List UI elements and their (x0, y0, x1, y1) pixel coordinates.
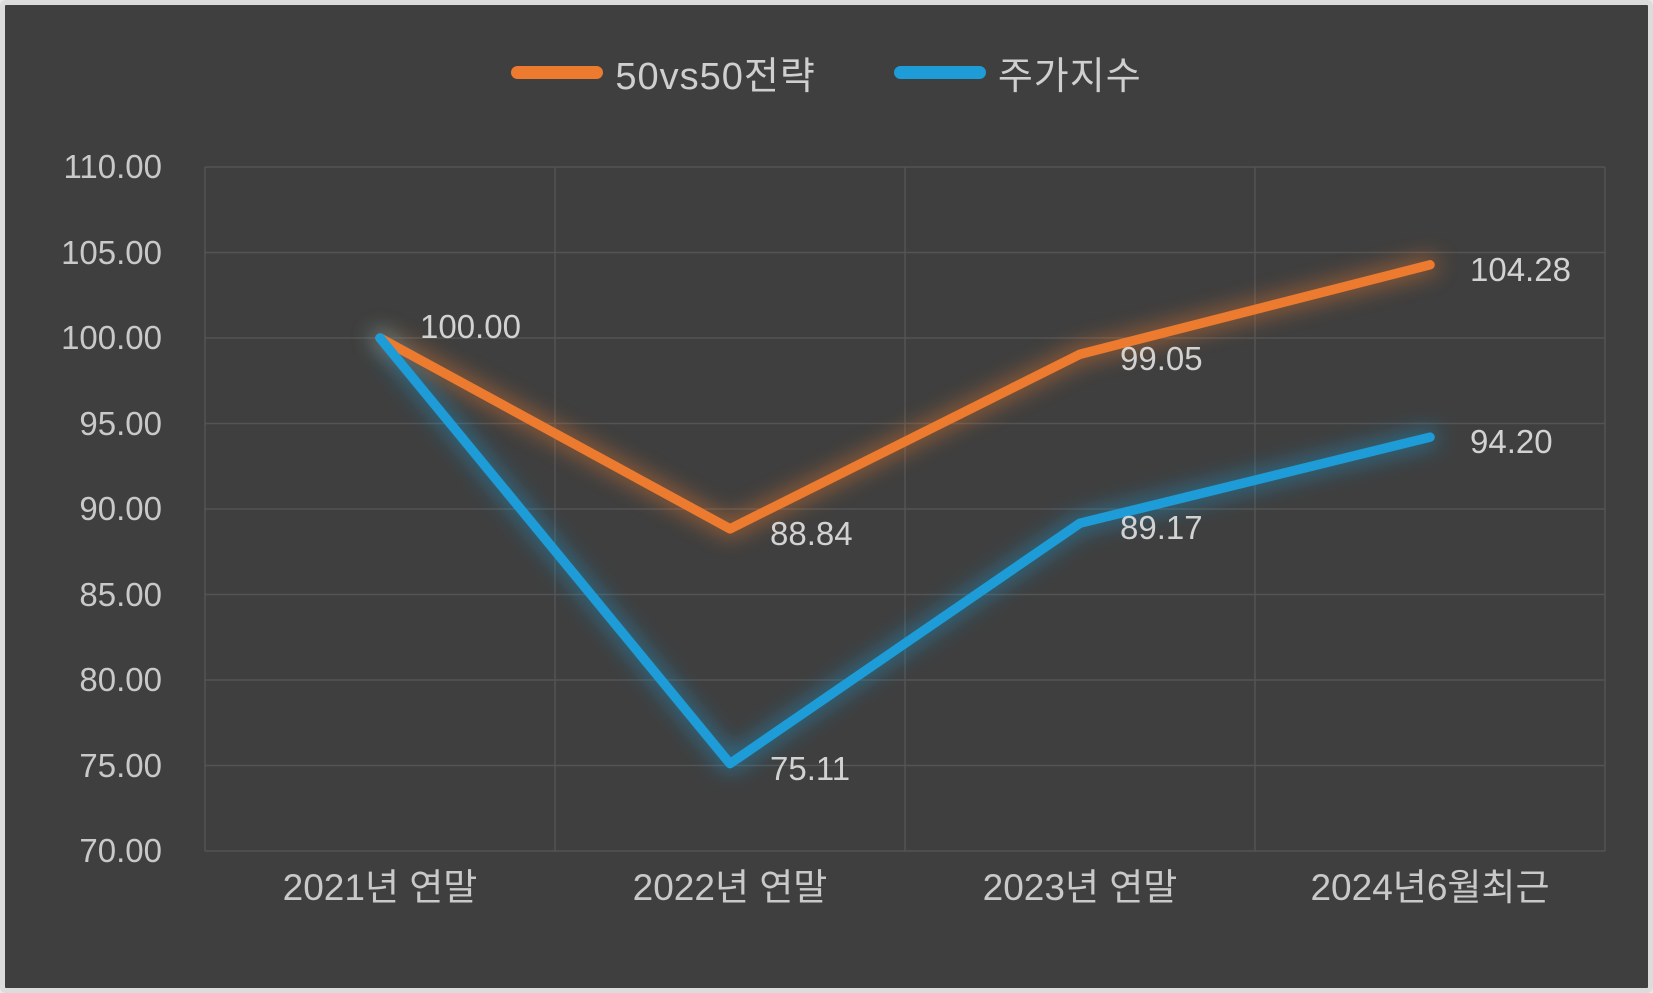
series-line-1 (375, 333, 1435, 769)
chart-canvas (204, 166, 1606, 852)
data-label: 100.00 (420, 308, 521, 345)
y-tick: 80.00 (79, 661, 162, 698)
legend-line-icon (893, 66, 986, 79)
data-label: 99.05 (1120, 340, 1203, 378)
y-tick: 100.00 (61, 319, 162, 356)
data-label: 104.28 (1470, 250, 1571, 288)
legend-item-strategy: 50vs50전략 (511, 45, 815, 100)
chart-legend: 50vs50전략 주가지수 (5, 45, 1648, 100)
legend-item-index: 주가지수 (893, 45, 1142, 100)
y-tick: 110.00 (63, 148, 162, 185)
legend-line-icon (511, 66, 604, 79)
y-tick: 85.00 (79, 575, 162, 613)
data-label: 75.11 (770, 749, 851, 787)
x-category-label: 2022년 연말 (632, 867, 828, 908)
gridlines (204, 166, 1606, 852)
y-tick: 70.00 (79, 832, 162, 869)
x-category-label: 2024년6월최근 (1310, 867, 1550, 908)
series-line-0 (375, 260, 1435, 534)
y-tick: 90.00 (79, 490, 162, 527)
y-tick: 105.00 (61, 233, 162, 271)
data-label: 88.84 (770, 514, 853, 552)
legend-label: 50vs50전략 (615, 56, 816, 98)
data-label: 89.17 (1120, 509, 1203, 547)
data-label: 94.20 (1470, 423, 1553, 461)
series-lines (375, 260, 1435, 769)
legend-label: 주가지수 (997, 56, 1142, 98)
y-tick: 75.00 (79, 746, 162, 784)
x-category-label: 2023년 연말 (982, 867, 1178, 908)
y-tick: 95.00 (79, 404, 162, 442)
x-category-label: 2021년 연말 (282, 867, 478, 908)
